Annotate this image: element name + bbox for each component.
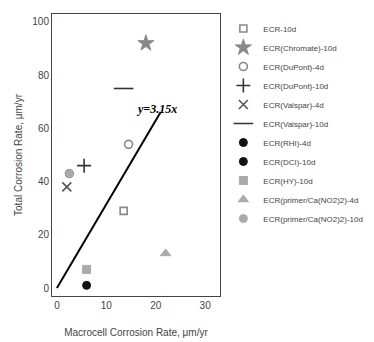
svg-text:ECR(primer/Ca(NO2)2)-10d: ECR(primer/Ca(NO2)2)-10d [263, 215, 363, 224]
svg-text:0: 0 [54, 300, 60, 311]
svg-text:60: 60 [38, 123, 50, 134]
svg-text:10: 10 [101, 300, 113, 311]
svg-text:ECR(HY)-10d: ECR(HY)-10d [263, 177, 312, 186]
svg-text:20: 20 [38, 229, 50, 240]
svg-text:80: 80 [38, 70, 50, 81]
svg-text:ECR(primer/Ca(NO2)2)-4d: ECR(primer/Ca(NO2)2)-4d [263, 196, 358, 205]
svg-text:ECR(Chromate)-10d: ECR(Chromate)-10d [263, 44, 336, 53]
svg-text:ECR(Valspar)-10d: ECR(Valspar)-10d [263, 120, 328, 129]
svg-text:y=3.15x: y=3.15x [136, 102, 177, 116]
svg-text:ECR(DuPont)-10d: ECR(DuPont)-10d [263, 82, 328, 91]
svg-text:ECR(Valspar)-4d: ECR(Valspar)-4d [263, 101, 323, 110]
svg-text:40: 40 [38, 176, 50, 187]
svg-text:ECR(DCI)-10d: ECR(DCI)-10d [263, 158, 315, 167]
svg-text:ECR(DuPont)-4d: ECR(DuPont)-4d [263, 63, 323, 72]
svg-text:100: 100 [32, 16, 49, 27]
svg-text:0: 0 [43, 283, 49, 294]
svg-text:Macrocell Corrosion Rate, μm/y: Macrocell Corrosion Rate, μm/yr [64, 327, 208, 338]
svg-text:20: 20 [150, 300, 162, 311]
svg-text:30: 30 [200, 300, 212, 311]
svg-text:ECR-10d: ECR-10d [263, 25, 296, 34]
svg-text:ECR(RHI)-4d: ECR(RHI)-4d [263, 139, 311, 148]
svg-text:Total Corrosion Rate, μm/yr: Total Corrosion Rate, μm/yr [13, 93, 24, 216]
